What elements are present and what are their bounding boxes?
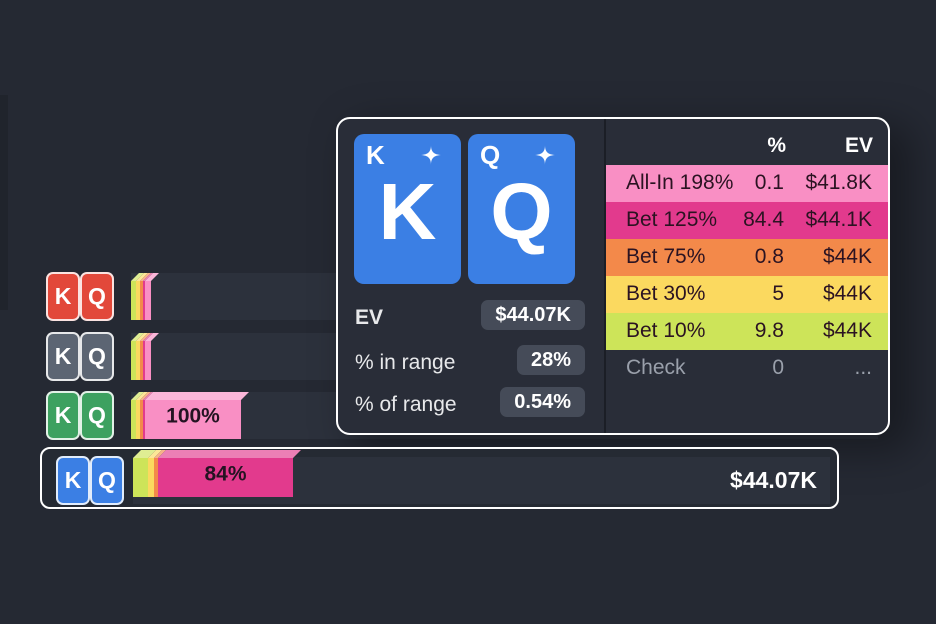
svg-text:84%: 84%: [204, 463, 246, 486]
svg-text:100%: 100%: [166, 405, 220, 428]
